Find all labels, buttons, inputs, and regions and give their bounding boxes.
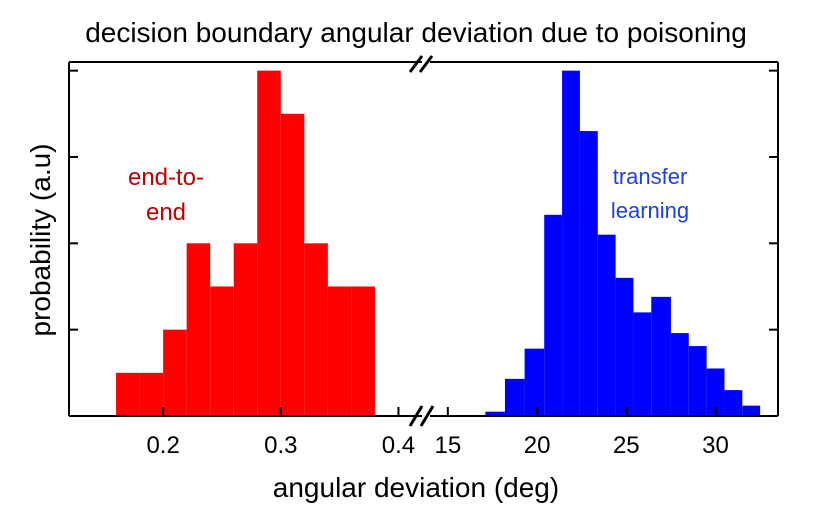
histogram-bar-transfer-8 — [633, 312, 652, 416]
histogram-bar-end-to-end-4 — [210, 286, 234, 416]
histogram-bar-end-to-end-10 — [351, 286, 375, 416]
histogram-bar-end-to-end-0 — [116, 372, 140, 416]
histogram-bar-transfer-7 — [615, 277, 634, 416]
histogram-bar-end-to-end-6 — [257, 70, 281, 416]
histogram-bar-transfer-3 — [544, 214, 563, 416]
histogram-bar-end-to-end-7 — [280, 113, 305, 417]
x-tick-label-30: 30 — [702, 432, 729, 459]
histogram-bar-transfer-2 — [524, 348, 545, 416]
histogram-bar-transfer-4 — [562, 70, 580, 416]
histogram-bar-end-to-end-8 — [304, 243, 328, 416]
histogram-bar-transfer-6 — [597, 234, 616, 416]
histogram-bar-transfer-12 — [706, 368, 725, 416]
x-tick-label-0.3: 0.3 — [264, 432, 297, 459]
histogram-bar-end-to-end-3 — [186, 243, 211, 416]
series-annotation-transfer-learning: transfer learning — [611, 164, 689, 223]
x-tick-label-0.4: 0.4 — [382, 432, 415, 459]
x-tick-label-20: 20 — [524, 432, 551, 459]
series-annotation-end-to-end: end-to- end — [128, 164, 204, 226]
x-axis-label: angular deviation (deg) — [273, 472, 559, 503]
break-mark-top-2 — [418, 55, 434, 73]
y-axis-label: probability (a.u) — [25, 144, 56, 337]
annotation-end-to-end-line-1: end-to- — [128, 164, 204, 191]
axis-break-markers — [408, 55, 435, 427]
histogram-bar-end-to-end-9 — [327, 286, 352, 416]
x-tick-label-25: 25 — [613, 432, 640, 459]
chart-title: decision boundary angular deviation due … — [85, 17, 747, 48]
histogram-bar-end-to-end-2 — [163, 329, 187, 416]
break-mark-bottom-1 — [408, 405, 424, 427]
histogram-bar-transfer-14 — [742, 405, 761, 416]
break-mark-top-1 — [408, 55, 424, 73]
annotation-transfer-line-2: learning — [611, 198, 689, 223]
histogram-bar-transfer-13 — [724, 390, 743, 416]
x-tick-label-0.2: 0.2 — [146, 432, 179, 459]
y-ticks — [69, 69, 778, 331]
histogram-bar-end-to-end-5 — [233, 243, 258, 416]
annotation-end-to-end-line-2: end — [146, 199, 186, 226]
histogram-bar-transfer-0 — [485, 411, 505, 416]
x-ticks: 0.2 0.3 0.4 15 20 25 30 — [146, 407, 729, 459]
bars-layer — [116, 70, 761, 417]
axes-frame — [68, 61, 779, 417]
histogram-bar-transfer-1 — [504, 378, 525, 416]
histogram-bar-transfer-5 — [579, 131, 598, 416]
histogram-bar-transfer-9 — [651, 296, 671, 416]
x-tick-label-15: 15 — [434, 432, 461, 459]
break-mark-bottom-2 — [419, 405, 435, 427]
annotation-transfer-line-1: transfer — [613, 164, 688, 189]
histogram-bar-transfer-11 — [688, 346, 707, 416]
histogram-bar-transfer-10 — [670, 333, 689, 416]
histogram-bar-end-to-end-1 — [139, 372, 164, 416]
